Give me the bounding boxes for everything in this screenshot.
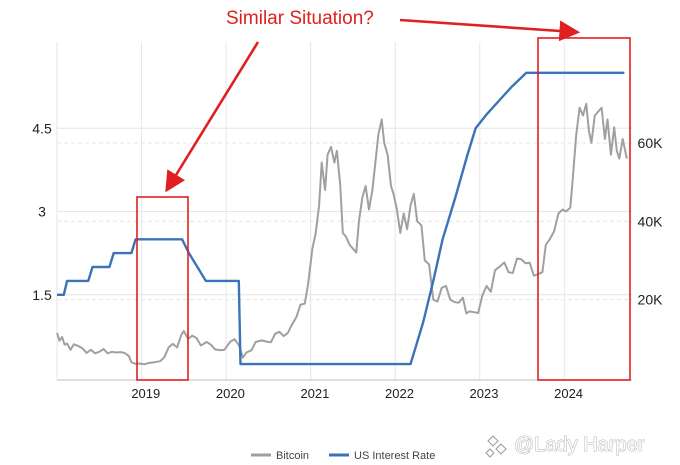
y-axis-right-ticks: 20K 40K 60K: [638, 135, 664, 308]
annotation-arrow-right: [399, 18, 581, 42]
x-tick-label: 2020: [216, 386, 245, 401]
y-right-tick-label: 20K: [638, 292, 664, 308]
y-left-tick-label: 3: [38, 204, 46, 220]
highlight-box-2024: [537, 37, 631, 381]
watermark: @Lady Harper: [485, 434, 645, 458]
y-left-tick-label: 4.5: [32, 120, 52, 136]
x-axis-ticks: 2019 2020 2021 2022 2023 2024: [131, 386, 583, 401]
highlight-box-2019: [136, 196, 189, 381]
x-tick-label: 2021: [300, 386, 329, 401]
y-right-tick-label: 60K: [638, 135, 664, 151]
x-tick-label: 2023: [470, 386, 499, 401]
legend-rate-label: US Interest Rate: [354, 450, 435, 462]
us-interest-rate-line: [57, 71, 625, 366]
legend-bitcoin-label: Bitcoin: [276, 450, 309, 462]
watermark-logo-icon: [485, 435, 507, 458]
y-right-tick-label: 40K: [638, 213, 664, 229]
annotation-text: Similar Situation?: [226, 8, 374, 29]
bitcoin-line: [56, 102, 628, 366]
x-tick-label: 2024: [554, 386, 583, 401]
x-tick-label: 2019: [131, 386, 160, 401]
x-tick-label: 2022: [385, 386, 414, 401]
watermark-text: @Lady Harper: [514, 434, 645, 456]
series-lines: [56, 71, 628, 366]
y-left-tick-label: 1.5: [32, 287, 52, 303]
annotation-arrow-left: [165, 41, 260, 193]
legend: Bitcoin US Interest Rate: [251, 450, 435, 462]
grid-lines: [56, 42, 632, 381]
y-axis-left-ticks: 1.5 3 4.5: [32, 120, 52, 303]
